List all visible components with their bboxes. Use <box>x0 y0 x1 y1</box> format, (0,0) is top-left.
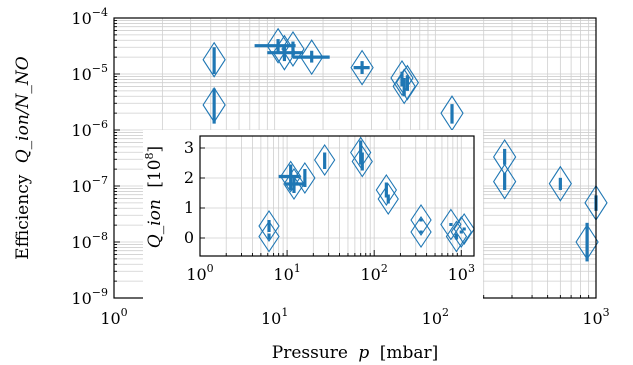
data-point <box>292 39 330 76</box>
data-point-diamond <box>258 210 280 242</box>
data-point <box>492 163 517 200</box>
inset-y-axis-label-math: Q_ion <box>145 199 165 248</box>
data-point <box>377 183 399 215</box>
x-tick-label: 101 <box>261 306 288 328</box>
data-point <box>281 30 305 67</box>
x-tick-label: 100 <box>186 262 213 284</box>
data-point <box>258 220 280 253</box>
x-tick-label: 102 <box>422 306 449 328</box>
data-point-diamond <box>410 204 432 236</box>
data-point-diamond <box>410 216 432 248</box>
x-tick-label: 101 <box>273 262 300 284</box>
inset-y-axis-label: Q_ion [108] <box>143 146 165 248</box>
data-point-diamond <box>445 220 468 253</box>
y-axis-label: Efficiency Q_ion/N_NO <box>13 56 33 259</box>
data-point <box>445 220 468 253</box>
data-point-diamond <box>377 183 399 215</box>
inset-y-axis-unit-exp: 8 <box>143 152 156 159</box>
data-point <box>202 86 226 124</box>
data-point-diamond <box>202 41 226 78</box>
data-point-diamond <box>280 160 302 193</box>
x-tick-label: 103 <box>448 262 475 284</box>
y-tick-label: 10−7 <box>71 174 108 196</box>
y-axis-label-text: Efficiency <box>13 174 33 259</box>
data-point <box>450 216 472 248</box>
data-point-diamond <box>266 27 290 64</box>
data-point <box>350 49 374 86</box>
data-point <box>395 64 420 101</box>
y-tick-label: 1 <box>184 198 194 217</box>
y-tick-label: 10−5 <box>71 62 108 84</box>
data-point <box>375 174 398 206</box>
data-point-diamond <box>294 162 316 194</box>
data-point <box>575 222 599 262</box>
data-point <box>294 162 316 194</box>
x-axis-label-text: Pressure <box>272 343 348 363</box>
y-tick-label: 10−6 <box>71 118 108 140</box>
y-tick-label: 10−4 <box>71 6 108 28</box>
data-point-diamond <box>548 165 573 202</box>
inset-plot-frame <box>199 135 475 257</box>
data-point-diamond <box>492 163 517 200</box>
x-axis-label-var: p <box>358 343 369 363</box>
data-point-diamond <box>351 145 373 178</box>
data-point-diamond <box>450 216 472 248</box>
inset-axis-ticks: 100 101 102 103 0 1 2 3 <box>184 138 475 284</box>
data-point <box>440 208 462 241</box>
main-data-points <box>202 27 608 262</box>
data-point-diamond <box>453 213 475 245</box>
x-tick-label: 100 <box>100 306 127 328</box>
data-point <box>313 144 336 176</box>
data-point-diamond <box>392 68 416 105</box>
y-tick-label: 10−8 <box>71 230 108 252</box>
data-point <box>254 27 296 64</box>
x-tick-label: 103 <box>582 306 609 328</box>
data-point-diamond <box>440 208 462 241</box>
y-tick-label: 3 <box>184 138 194 157</box>
y-tick-label: 2 <box>184 168 194 187</box>
y-axis-label-math: Q_ion/N_NO <box>13 56 33 163</box>
y-tick-label: 0 <box>184 228 194 247</box>
data-point-diamond <box>281 30 305 67</box>
data-point-diamond <box>390 59 414 96</box>
x-axis-label-unit: [mbar] <box>380 343 439 363</box>
data-point-diamond <box>300 39 324 76</box>
data-point <box>267 34 303 71</box>
svg-text:Q_ion [108]: Q_ion [108] <box>143 146 165 248</box>
data-point <box>453 213 475 245</box>
data-point <box>392 68 416 105</box>
data-point-diamond <box>313 144 336 176</box>
inset-y-axis-unit-base: 10 <box>145 159 165 181</box>
x-axis-label: Pressure p [mbar] <box>272 343 438 363</box>
data-point-diamond <box>350 49 374 86</box>
y-tick-label: 10−9 <box>71 286 108 308</box>
data-point-diamond <box>283 168 305 200</box>
data-point <box>283 168 305 200</box>
inset-data-points <box>258 136 475 253</box>
data-point <box>410 204 432 236</box>
data-point <box>410 216 432 248</box>
data-point-diamond <box>258 220 280 253</box>
data-point <box>202 41 226 78</box>
svg-text:Efficiency Q_ion/N_NO: Efficiency Q_ion/N_NO <box>13 56 33 259</box>
data-point <box>548 165 573 202</box>
data-point-diamond <box>395 64 420 101</box>
data-point <box>351 145 373 178</box>
data-point-diamond <box>375 174 398 206</box>
x-tick-label: 102 <box>361 262 388 284</box>
